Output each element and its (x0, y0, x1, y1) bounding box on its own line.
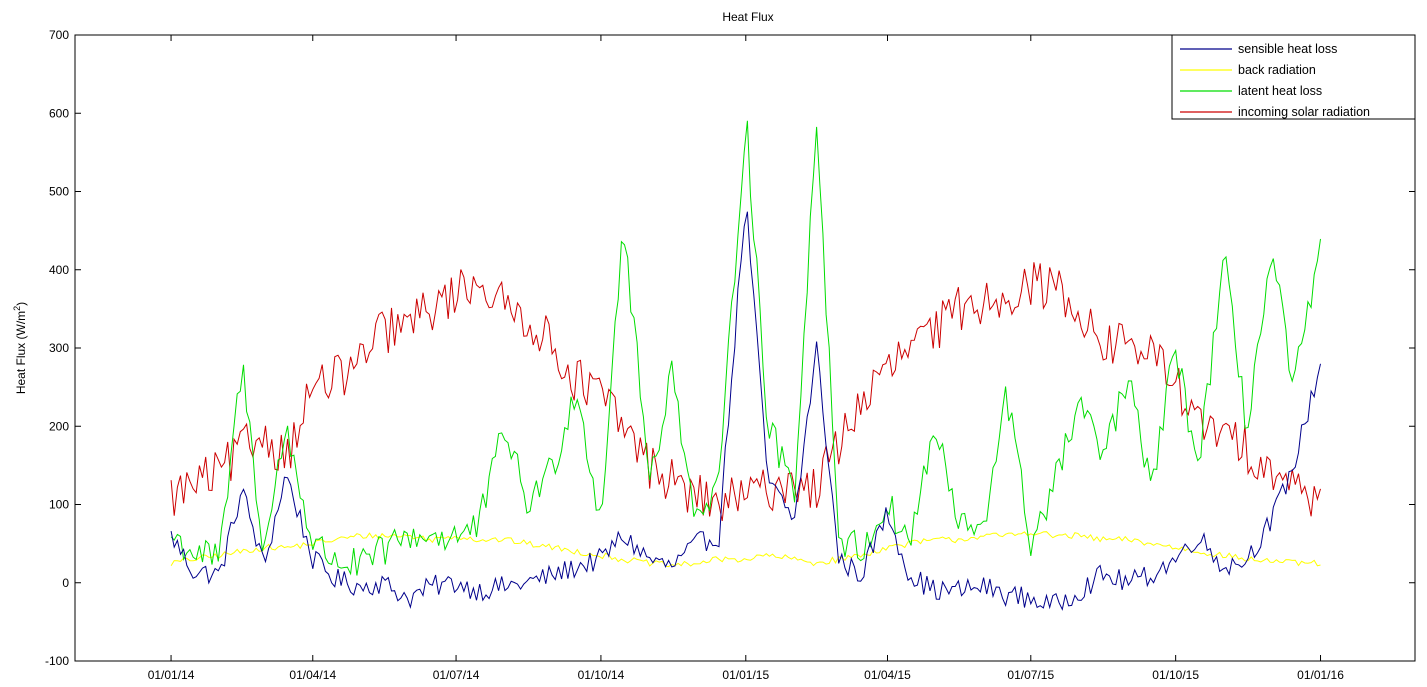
legend: sensible heat loss back radiation latent h… (1171, 34, 1416, 120)
y-tick-label: 200 (49, 419, 69, 433)
x-tick-label: 01/01/14 (148, 668, 195, 682)
y-axis-label-main: Heat Flux (W/m (14, 311, 28, 394)
y-axis-label: Heat Flux (W/m2) (12, 302, 28, 394)
y-tick-label: 300 (49, 341, 69, 355)
y-axis-ticks: -100 0 100 200 300 400 500 600 700 (45, 28, 1415, 668)
series-line (170, 262, 1321, 521)
y-tick-label: 700 (49, 28, 69, 42)
y-axis-label-close: ) (14, 302, 28, 306)
plot-area (74, 34, 1416, 662)
x-tick-label: 01/10/14 (578, 668, 625, 682)
x-axis-ticks: 01/01/14 01/04/14 01/07/14 01/10/14 01/01/15… (148, 35, 1344, 682)
chart-title: Heat Flux (722, 10, 773, 24)
x-tick-label: 01/04/14 (289, 668, 336, 682)
legend-label: incoming solar radiation (1238, 105, 1370, 119)
legend-label: sensible heat loss (1238, 42, 1337, 56)
x-tick-label: 01/01/16 (1297, 668, 1344, 682)
series-line (170, 531, 1321, 568)
y-tick-label: 500 (49, 185, 69, 199)
y-tick-label: 400 (49, 263, 69, 277)
x-tick-label: 01/07/14 (433, 668, 480, 682)
x-tick-label: 01/07/15 (1007, 668, 1054, 682)
y-tick-label: 100 (49, 498, 69, 512)
y-tick-label: 0 (62, 576, 69, 590)
legend-label: back radiation (1238, 63, 1316, 77)
series-line (170, 211, 1321, 611)
y-tick-label: -100 (45, 654, 69, 668)
y-tick-label: 600 (49, 106, 69, 120)
x-tick-label: 01/01/15 (722, 668, 769, 682)
x-tick-label: 01/10/15 (1152, 668, 1199, 682)
series-line (170, 120, 1321, 576)
x-tick-label: 01/04/15 (864, 668, 911, 682)
series-layer (170, 120, 1321, 611)
legend-label: latent heat loss (1238, 84, 1322, 98)
y-axis-label-sup: 2 (12, 306, 22, 311)
